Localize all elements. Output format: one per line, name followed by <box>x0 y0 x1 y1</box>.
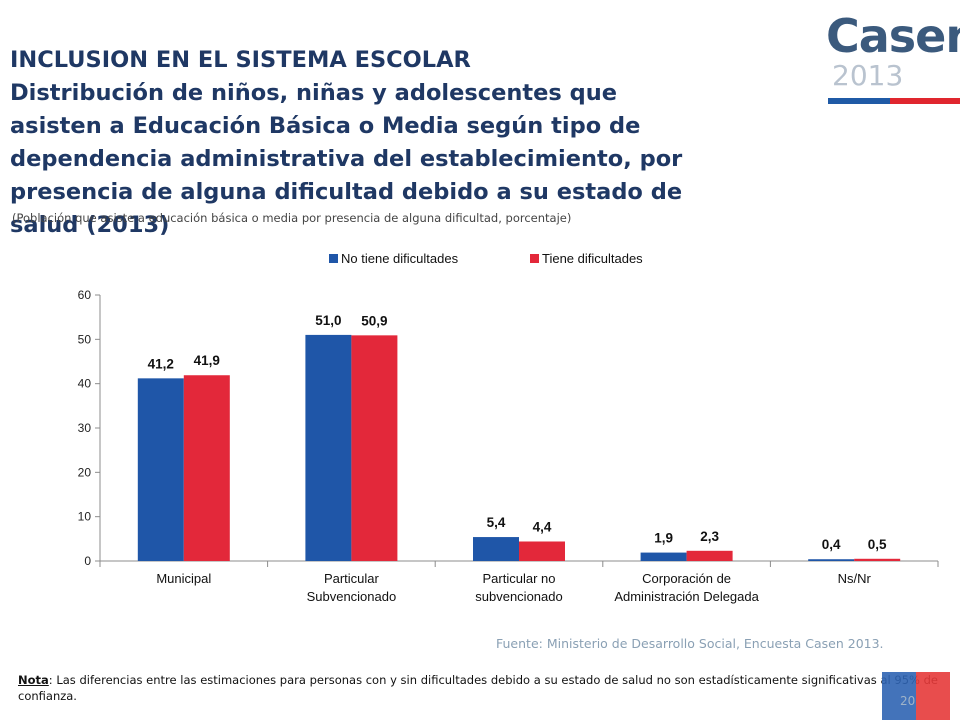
title-line: asisten a Educación Básica o Media según… <box>10 113 641 139</box>
page-title: INCLUSION EN EL SISTEMA ESCOLAR Distribu… <box>10 44 810 242</box>
logo-word: Casen <box>826 9 960 63</box>
data-label: 51,0 <box>315 313 341 328</box>
data-label: 41,2 <box>148 356 174 371</box>
data-label: 1,9 <box>654 531 673 546</box>
bar <box>854 558 901 561</box>
title-line: Distribución de niños, niñas y adolescen… <box>10 80 618 106</box>
title-line: dependencia administrativa del estableci… <box>10 146 683 172</box>
x-tick-label: Administración Delegada <box>614 589 759 604</box>
bar <box>808 559 855 561</box>
bar <box>473 537 519 561</box>
data-label: 50,9 <box>361 313 387 328</box>
page-number: 20 <box>900 694 916 708</box>
data-label: 5,4 <box>487 515 506 530</box>
legend-swatch <box>329 254 338 263</box>
bar <box>519 541 565 561</box>
legend-label: Tiene dificultades <box>542 251 643 266</box>
y-tick-label: 20 <box>78 465 92 479</box>
x-tick-label: Municipal <box>156 571 211 586</box>
page-badge: 20 <box>882 672 950 720</box>
bar <box>305 334 352 561</box>
y-tick-label: 0 <box>84 554 91 568</box>
x-tick-label: subvencionado <box>475 589 562 604</box>
logo-color-bar <box>828 98 960 104</box>
data-label: 4,4 <box>533 519 552 534</box>
note-text: : Las diferencias entre las estimaciones… <box>18 673 938 703</box>
legend-label: No tiene dificultades <box>341 251 459 266</box>
note-label: Nota <box>18 673 49 687</box>
y-tick-label: 10 <box>78 510 92 524</box>
x-tick-label: Particular <box>324 571 380 586</box>
bar <box>137 378 184 561</box>
y-tick-label: 40 <box>78 377 92 391</box>
title-line: presencia de alguna dificultad debido a … <box>10 179 683 205</box>
data-label: 0,4 <box>822 537 841 552</box>
y-tick-label: 30 <box>78 421 92 435</box>
x-tick-label: Ns/Nr <box>838 571 872 586</box>
bar <box>640 552 687 561</box>
bar <box>183 375 230 561</box>
y-tick-label: 60 <box>78 288 92 302</box>
logo-year: 2013 <box>832 59 904 92</box>
x-tick-label: Subvencionado <box>307 589 397 604</box>
chart-subtitle: (Población que asiste a educación básica… <box>12 211 572 225</box>
data-label: 2,3 <box>700 529 719 544</box>
data-label: 0,5 <box>868 537 887 552</box>
legend-swatch <box>530 254 539 263</box>
x-tick-label: Corporación de <box>642 571 731 586</box>
bar <box>351 335 398 561</box>
bar <box>686 550 733 561</box>
y-tick-label: 50 <box>78 332 92 346</box>
footnote: Nota: Las diferencias entre las estimaci… <box>18 672 938 704</box>
x-tick-label: Particular no <box>483 571 556 586</box>
source-note: Fuente: Ministerio de Desarrollo Social,… <box>496 636 884 651</box>
title-line: INCLUSION EN EL SISTEMA ESCOLAR <box>10 47 471 73</box>
bar-chart: 0 10 20 30 40 50 60 41,2 41,9 Municipal 51,0 50,9 Pa… <box>78 251 939 604</box>
title-line: salud (2013) <box>10 212 170 238</box>
data-label: 41,9 <box>194 353 220 368</box>
casen-logo: Casen 2013 <box>826 9 960 104</box>
